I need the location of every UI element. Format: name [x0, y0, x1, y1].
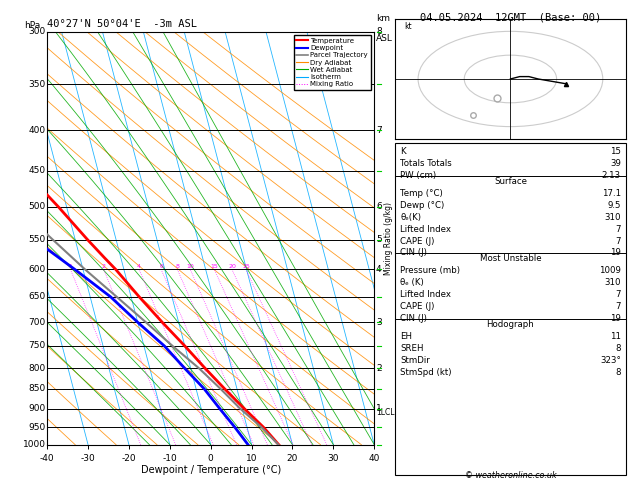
Text: 6: 6 [376, 202, 382, 211]
Text: Dewp (°C): Dewp (°C) [400, 201, 444, 210]
Text: Hodograph: Hodograph [487, 320, 534, 329]
Text: km: km [376, 14, 390, 23]
Text: θₑ(K): θₑ(K) [400, 213, 421, 222]
Text: Lifted Index: Lifted Index [400, 290, 451, 299]
Text: CAPE (J): CAPE (J) [400, 302, 435, 311]
Text: 600: 600 [28, 265, 45, 274]
Legend: Temperature, Dewpoint, Parcel Trajectory, Dry Adiabat, Wet Adiabat, Isotherm, Mi: Temperature, Dewpoint, Parcel Trajectory… [294, 35, 370, 90]
Text: 15: 15 [211, 264, 218, 269]
Text: 10: 10 [186, 264, 194, 269]
Text: 39: 39 [610, 159, 621, 168]
Text: EH: EH [400, 332, 412, 341]
Text: Temp (°C): Temp (°C) [400, 189, 443, 198]
Text: Surface: Surface [494, 177, 527, 186]
Text: 04.05.2024  12GMT  (Base: 00): 04.05.2024 12GMT (Base: 00) [420, 12, 601, 22]
Text: 7: 7 [615, 237, 621, 245]
Text: 2: 2 [102, 264, 106, 269]
Text: 850: 850 [28, 384, 45, 394]
Text: 500: 500 [28, 202, 45, 211]
Text: 323°: 323° [600, 356, 621, 364]
Text: 310: 310 [604, 278, 621, 287]
Text: Mixing Ratio (g/kg): Mixing Ratio (g/kg) [384, 202, 392, 275]
Text: 700: 700 [28, 318, 45, 327]
Text: 6: 6 [159, 264, 163, 269]
Text: 5: 5 [376, 235, 382, 244]
Text: 8: 8 [615, 367, 621, 377]
Text: 1000: 1000 [23, 440, 45, 449]
Text: 1009: 1009 [599, 266, 621, 276]
Text: 1: 1 [376, 404, 382, 413]
Text: 450: 450 [28, 166, 45, 175]
Text: 4: 4 [137, 264, 141, 269]
Text: PW (cm): PW (cm) [400, 171, 436, 180]
Text: 7: 7 [615, 302, 621, 311]
Text: 20: 20 [228, 264, 236, 269]
Text: 7: 7 [376, 126, 382, 135]
Text: © weatheronline.co.uk: © weatheronline.co.uk [465, 471, 556, 480]
Text: ASL: ASL [376, 34, 392, 43]
Text: 1: 1 [69, 264, 72, 269]
Text: CIN (J): CIN (J) [400, 248, 427, 258]
Text: 3: 3 [376, 318, 382, 327]
Text: 19: 19 [610, 248, 621, 258]
Text: 7: 7 [615, 225, 621, 234]
Text: 11: 11 [610, 332, 621, 341]
Text: StmDir: StmDir [400, 356, 430, 364]
Text: 8: 8 [376, 27, 382, 36]
Text: 2.13: 2.13 [602, 171, 621, 180]
Text: 25: 25 [242, 264, 250, 269]
Text: 7: 7 [615, 290, 621, 299]
Text: Lifted Index: Lifted Index [400, 225, 451, 234]
Text: Pressure (mb): Pressure (mb) [400, 266, 460, 276]
Text: 400: 400 [28, 126, 45, 135]
Text: Most Unstable: Most Unstable [480, 254, 541, 263]
Text: 650: 650 [28, 293, 45, 301]
Text: 40°27'N 50°04'E  -3m ASL: 40°27'N 50°04'E -3m ASL [47, 19, 197, 30]
Text: 950: 950 [28, 423, 45, 432]
Text: 800: 800 [28, 364, 45, 373]
Text: 2: 2 [376, 364, 382, 373]
Text: 1LCL: 1LCL [376, 408, 394, 417]
Text: θₑ (K): θₑ (K) [400, 278, 424, 287]
Text: 15: 15 [610, 147, 621, 156]
Text: SREH: SREH [400, 344, 423, 353]
Text: CAPE (J): CAPE (J) [400, 237, 435, 245]
Text: 19: 19 [610, 314, 621, 323]
Text: Totals Totals: Totals Totals [400, 159, 452, 168]
Text: K: K [400, 147, 406, 156]
Text: 9.5: 9.5 [608, 201, 621, 210]
Text: 17.1: 17.1 [602, 189, 621, 198]
Text: hPa: hPa [25, 20, 40, 30]
Text: 310: 310 [604, 213, 621, 222]
Text: 350: 350 [28, 80, 45, 89]
Text: 8: 8 [175, 264, 179, 269]
Text: 550: 550 [28, 235, 45, 244]
Text: CIN (J): CIN (J) [400, 314, 427, 323]
Text: StmSpd (kt): StmSpd (kt) [400, 367, 452, 377]
Text: 4: 4 [376, 265, 382, 274]
Text: 300: 300 [28, 27, 45, 36]
Text: 900: 900 [28, 404, 45, 413]
X-axis label: Dewpoint / Temperature (°C): Dewpoint / Temperature (°C) [141, 466, 281, 475]
Text: 750: 750 [28, 342, 45, 350]
Text: kt: kt [404, 22, 412, 31]
Text: 8: 8 [615, 344, 621, 353]
